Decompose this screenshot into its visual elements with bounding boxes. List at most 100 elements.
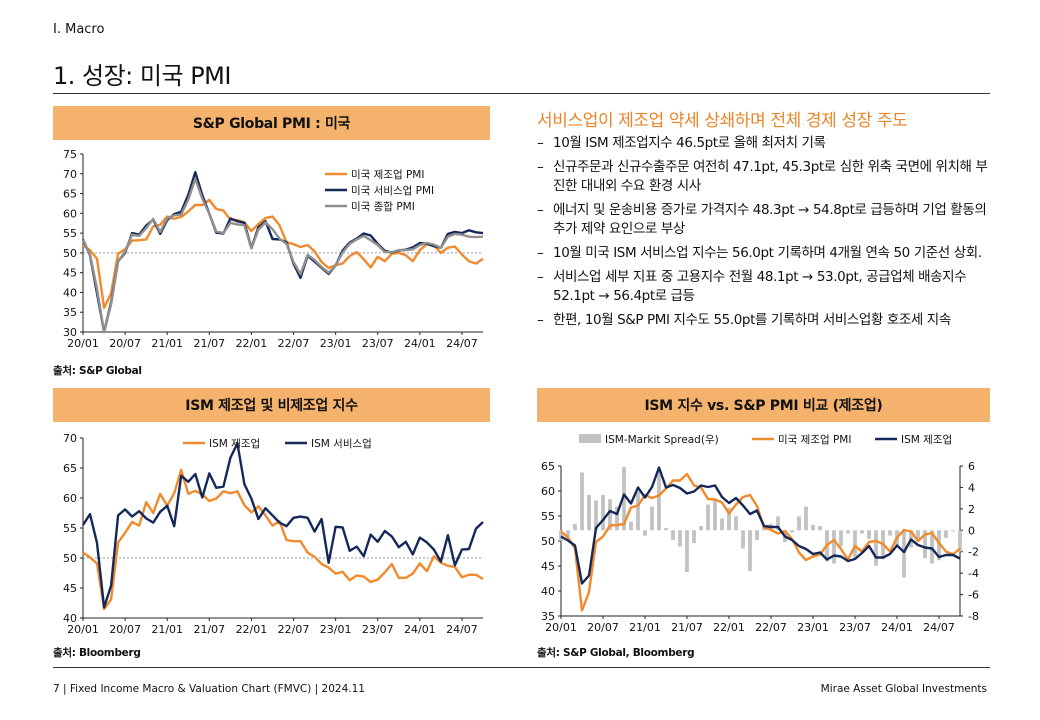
spread-bar [811, 524, 815, 531]
chart-svg: 35 40 45 50 55 60 65 -8 -6 -4 -2 0 2 4 6 20/01 20/07 21/0… [541, 433, 979, 634]
chart2-ism-indices: 40 45 50 55 60 65 70 20/01 20/07 21/01 21/07 22/01 2… [53, 426, 490, 642]
series-line [560, 472, 961, 612]
commentary-bullets: –10월 ISM 제조업지수 46.5pt로 올해 최저치 기록 – 신규주문과 … [537, 134, 992, 335]
chart2-title: ISM 제조업 및 비제조업 지수 [185, 398, 358, 414]
bullet-text: 신규주문과 신규수출주문 여전히 47.1pt, 45.3pt로 심한 위축 국… [553, 159, 988, 194]
spread-bar [643, 530, 647, 536]
spread-bar [636, 491, 640, 531]
y-tick-label: 55 [63, 227, 77, 240]
spread-bar [720, 518, 724, 531]
x-tick-label: 21/07 [193, 337, 225, 350]
legend-label: ISM 서비스업 [311, 437, 372, 450]
y-tick-label: 65 [63, 462, 77, 475]
x-tick-label: 20/01 [67, 337, 99, 350]
y-tick-label: 45 [541, 560, 555, 573]
y2-tick-label: 4 [968, 481, 975, 494]
y2-tick-label: 2 [968, 503, 975, 516]
bullet-dash: – [537, 312, 544, 328]
spread-bar [629, 521, 633, 531]
bullet-item: –10월 ISM 제조업지수 46.5pt로 올해 최저치 기록 [537, 134, 992, 153]
x-tick-label: 23/01 [320, 337, 352, 350]
chart2-header: ISM 제조업 및 비제조업 지수 [53, 388, 490, 422]
spread-bar [874, 530, 878, 566]
spread-bar [839, 530, 843, 547]
x-tick-label: 24/01 [404, 337, 436, 350]
chart1-sp-global-pmi: 30 35 40 45 50 55 60 65 70 75 20/01 20/07 21/01 21/07… [53, 144, 490, 360]
x-tick-label: 23/07 [362, 623, 394, 636]
x-tick-label: 24/07 [446, 337, 478, 350]
y-tick-label: 60 [541, 485, 555, 498]
chart3-header: ISM 지수 vs. S&P PMI 비교 (제조업) [537, 388, 990, 422]
bullet-dash: – [537, 135, 544, 151]
spread-bar [790, 530, 794, 533]
chart-svg: 30 35 40 45 50 55 60 65 70 75 20/01 20/07 21/01 21/07… [63, 148, 484, 350]
spread-bar [692, 530, 696, 544]
spread-bar [594, 500, 598, 531]
x-tick-label: 23/01 [320, 623, 352, 636]
spread-bar [832, 530, 836, 564]
y-tick-label: 45 [63, 267, 77, 280]
spread-bar [776, 516, 780, 531]
x-tick-label: 21/01 [629, 621, 661, 634]
spread-bar [797, 516, 801, 531]
y-tick-label: 35 [541, 610, 555, 623]
y-tick-label: 35 [63, 306, 77, 319]
x-tick-label: 22/01 [236, 623, 268, 636]
spread-bar [559, 530, 563, 541]
spread-bar [678, 530, 682, 547]
bullet-text: 에너지 및 운송비용 증가로 가격지수 48.3pt → 54.8pt로 급등하… [553, 202, 987, 237]
x-tick-label: 20/07 [109, 623, 141, 636]
chart3-ism-vs-sp: 35 40 45 50 55 60 65 -8 -6 -4 -2 0 2 4 6 20/01 20/07 21/0… [537, 426, 990, 642]
legend-label: 미국 제조업 PMI [351, 168, 424, 181]
x-tick-label: 21/01 [151, 337, 183, 350]
bullet-text: 10월 미국 ISM 서비스업 지수는 56.0pt 기록하며 4개월 연속 5… [553, 245, 982, 261]
legend-swatch [579, 434, 601, 443]
bullet-item: – 신규주문과 신규수출주문 여전히 47.1pt, 45.3pt로 심한 위축 … [537, 158, 992, 196]
spread-bar [846, 530, 850, 534]
y-tick-label: 40 [63, 612, 77, 625]
y-tick-label: 55 [63, 522, 77, 535]
y-tick-label: 40 [541, 585, 555, 598]
spread-bar [958, 530, 962, 552]
series-line [560, 466, 961, 585]
series-line [82, 198, 484, 310]
x-tick-label: 22/07 [755, 621, 787, 634]
legend-label: ISM-Markit Spread(우) [605, 434, 719, 446]
x-tick-label: 22/07 [278, 337, 310, 350]
x-tick-label: 24/07 [446, 623, 478, 636]
spread-bar [748, 530, 752, 571]
spread-bar [615, 506, 619, 531]
x-tick-label: 22/07 [278, 623, 310, 636]
bullet-dash: – [537, 202, 544, 218]
spread-bar [685, 530, 689, 573]
series-line [81, 177, 484, 334]
footer-divider [53, 667, 990, 668]
y2-tick-label: -6 [968, 589, 979, 602]
spread-bar [622, 467, 626, 531]
x-tick-label: 22/01 [713, 621, 745, 634]
spread-bar [650, 506, 654, 531]
x-tick-label: 23/01 [797, 621, 829, 634]
y-tick-label: 40 [63, 286, 77, 299]
spread-bar [706, 504, 710, 531]
spread-bar [902, 530, 906, 578]
spread-bar [867, 530, 871, 539]
spread-bar [566, 530, 570, 537]
spread-bar [804, 506, 808, 531]
footer-right: Mirae Asset Global Investments [820, 683, 987, 695]
y-tick-label: 65 [63, 188, 77, 201]
chart1-title: S&P Global PMI : 미국 [192, 116, 351, 132]
bullet-text: 10월 ISM 제조업지수 46.5pt로 올해 최저치 기록 [553, 135, 826, 151]
x-tick-label: 21/07 [193, 623, 225, 636]
commentary-headline: 서비스업이 제조업 약세 상쇄하며 전체 경제 성장 주도 [537, 111, 908, 131]
x-tick-label: 23/07 [839, 621, 871, 634]
spread-bar [734, 516, 738, 531]
x-tick-label: 24/01 [881, 621, 913, 634]
spread-bar [860, 530, 864, 534]
legend-label: 미국 제조업 PMI [778, 433, 851, 446]
bullet-item: – 한편, 10월 S&P PMI 지수도 55.0pt를 기록하며 서비스업황 … [537, 311, 992, 330]
spread-bar [664, 528, 668, 531]
legend-label: ISM 제조업 [901, 433, 952, 446]
spread-bar [944, 530, 948, 538]
x-tick-label: 20/07 [109, 337, 141, 350]
